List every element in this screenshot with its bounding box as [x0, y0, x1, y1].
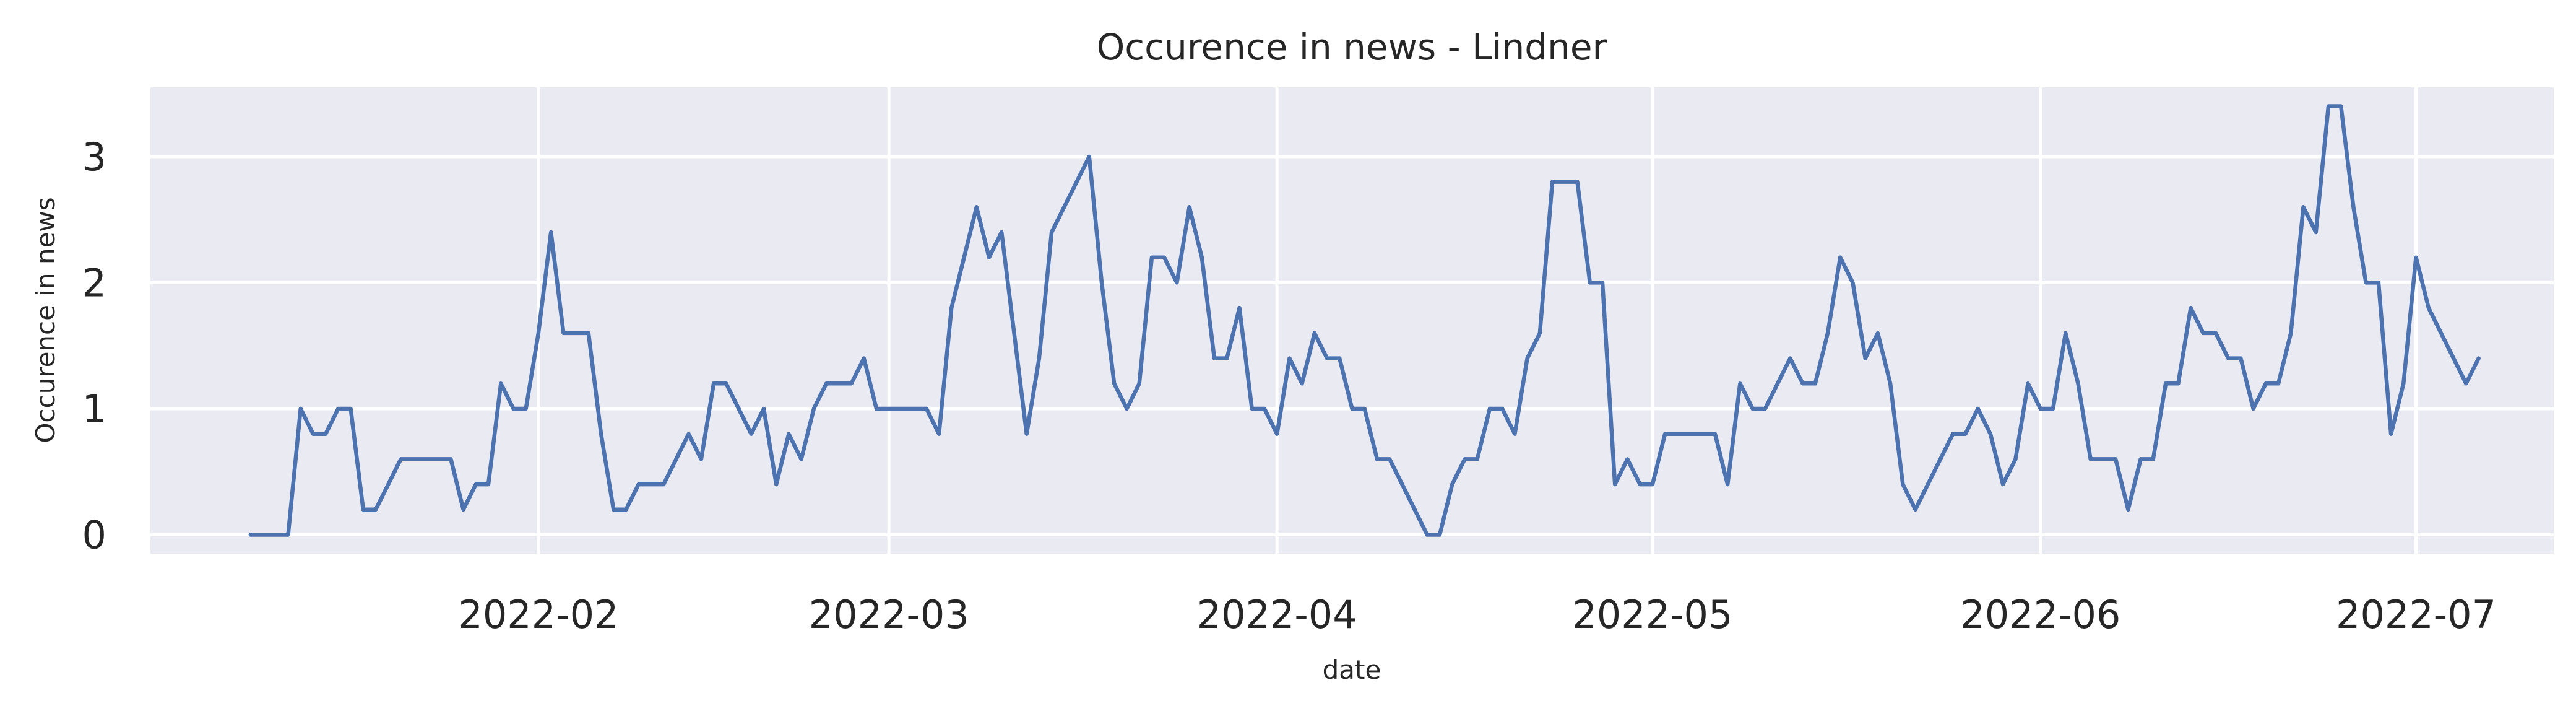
y-tick-labels: 0 1 2 3 [82, 134, 106, 558]
x-gridlines [537, 87, 2418, 554]
series-layer [248, 104, 2481, 537]
y-tick-label: 1 [82, 386, 106, 432]
x-axis-label: date [1323, 655, 1381, 685]
x-tick-label: 2022-07 [2336, 592, 2496, 637]
y-axis-label: Occurence in news [30, 197, 61, 443]
x-tick-label: 2022-06 [1960, 592, 2120, 637]
y-gridlines [150, 155, 2554, 536]
plot-background [150, 87, 2554, 554]
x-tick-labels: 2022-02 2022-03 2022-04 2022-05 2022-06 2022-… [458, 592, 2496, 637]
x-tick-label: 2022-02 [458, 592, 618, 637]
y-tick-label: 2 [82, 260, 106, 305]
x-tick-label: 2022-04 [1197, 592, 1357, 637]
chart-title: Occurence in news - Lindner [1097, 26, 1607, 68]
x-tick-label: 2022-03 [809, 592, 969, 637]
y-tick-label: 0 [82, 512, 106, 557]
y-tick-label: 3 [82, 134, 106, 180]
x-tick-label: 2022-05 [1572, 592, 1732, 637]
series-line [248, 104, 2481, 537]
